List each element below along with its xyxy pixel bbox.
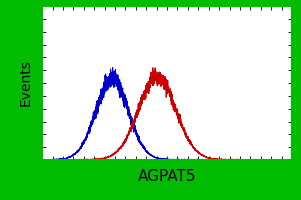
X-axis label: AGPAT5: AGPAT5 — [138, 169, 196, 184]
Y-axis label: Events: Events — [19, 60, 33, 106]
